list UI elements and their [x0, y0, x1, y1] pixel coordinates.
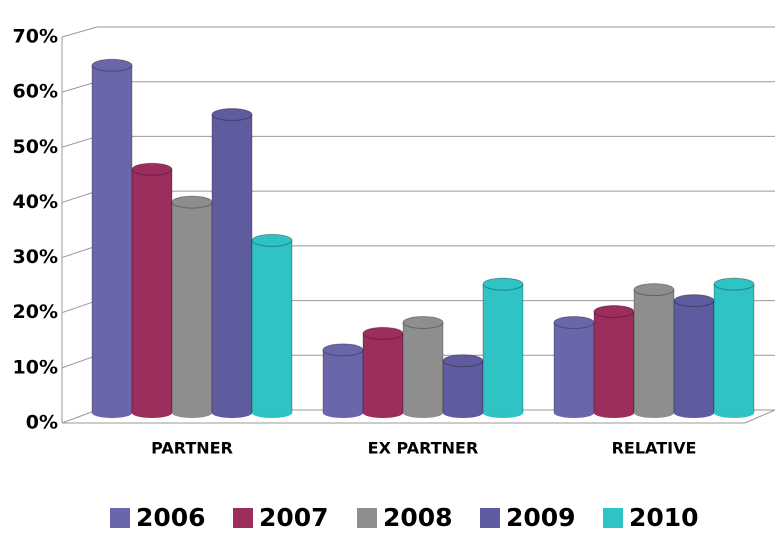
grid-line	[61, 135, 98, 148]
bar-base	[132, 408, 172, 418]
bar	[593, 311, 635, 414]
y-tick-label: 60%	[13, 81, 58, 103]
y-tick-label: 50%	[13, 136, 58, 158]
y-tick-label: 10%	[13, 356, 58, 378]
bar-base	[92, 408, 132, 418]
y-tick-label: 40%	[13, 191, 58, 213]
bar-base	[172, 408, 212, 418]
bar-top	[553, 315, 595, 329]
y-tick-label: 70%	[13, 26, 58, 48]
bar-top	[211, 108, 253, 122]
bar	[553, 321, 595, 414]
bar-base	[403, 408, 443, 418]
legend-label: 2006	[136, 503, 206, 532]
bar-top	[673, 294, 715, 308]
grid-line	[61, 190, 98, 203]
grid-line	[61, 245, 98, 259]
bar-top	[362, 326, 404, 340]
grid-line	[61, 81, 98, 93]
bar	[362, 332, 404, 414]
bar	[211, 114, 253, 414]
y-tick-label: 30%	[13, 246, 58, 268]
bar-top	[713, 277, 755, 291]
x-tick-label: EX PARTNER	[368, 439, 479, 458]
legend-label: 2007	[259, 503, 329, 532]
bar-top	[633, 283, 675, 297]
bar-top	[131, 162, 173, 176]
bar	[673, 300, 715, 414]
floor-edge	[744, 409, 776, 424]
legend-swatch	[233, 508, 253, 528]
y-tick-label: 0%	[26, 412, 58, 434]
legend-label: 2009	[506, 503, 576, 532]
bar-top	[322, 343, 364, 357]
bar-top	[442, 354, 484, 368]
legend-swatch	[110, 508, 130, 528]
legend-label: 2010	[629, 503, 699, 532]
legend-swatch	[603, 508, 623, 528]
grid-line	[61, 300, 98, 314]
bar	[131, 168, 173, 414]
bar-base	[714, 408, 754, 418]
bar-base	[252, 408, 292, 418]
bar	[482, 283, 524, 414]
bar	[322, 349, 364, 414]
bar	[633, 289, 675, 414]
legend-swatch	[357, 508, 377, 528]
bar-top	[482, 277, 524, 291]
legend-swatch	[480, 508, 500, 528]
y-tick-label: 20%	[13, 301, 58, 323]
bar-base	[363, 408, 403, 418]
grid-line	[61, 26, 98, 38]
grid-line	[61, 354, 98, 369]
x-tick-label: PARTNER	[151, 439, 233, 458]
x-tick-label: RELATIVE	[612, 439, 697, 458]
bar-base	[594, 408, 634, 418]
bar-top	[171, 195, 213, 209]
bar-base	[554, 408, 594, 418]
legend-label: 2008	[383, 503, 453, 532]
bar	[402, 321, 444, 414]
bar-top	[251, 233, 293, 247]
bar-top	[593, 305, 635, 319]
bar-base	[323, 408, 363, 418]
bar-base	[443, 408, 483, 418]
bar	[442, 360, 484, 414]
bar-base	[212, 408, 252, 418]
bar-base	[483, 408, 523, 418]
bar-base	[634, 408, 674, 418]
bar	[91, 64, 133, 414]
bar-base	[674, 408, 714, 418]
grid-line	[61, 409, 98, 424]
bar-top	[402, 315, 444, 329]
bar	[251, 239, 293, 414]
bar	[171, 201, 213, 414]
bar	[713, 283, 755, 414]
bar-top	[91, 58, 133, 72]
